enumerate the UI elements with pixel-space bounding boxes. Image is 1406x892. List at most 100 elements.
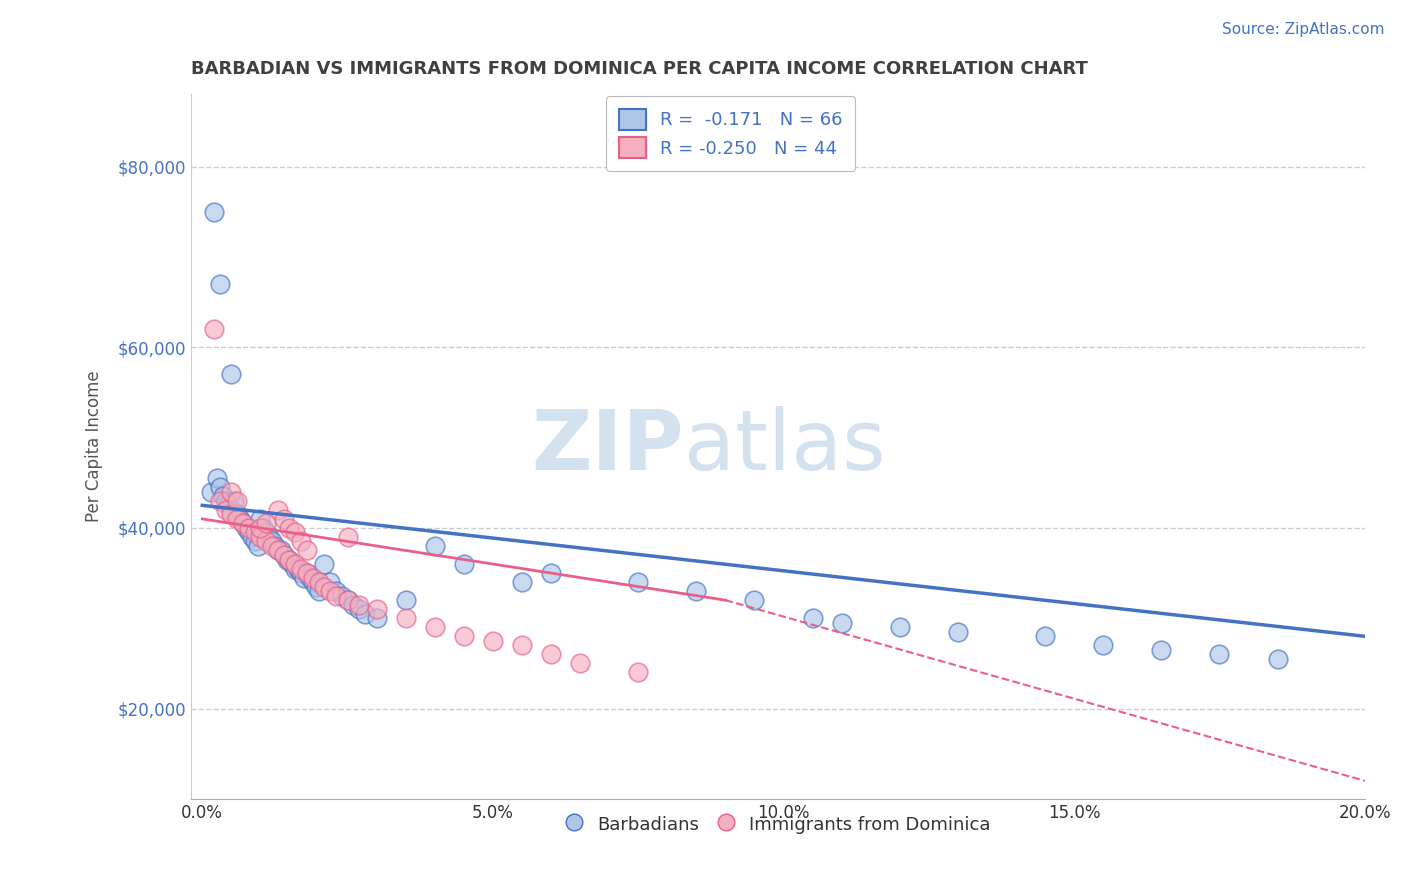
Point — [246, 539, 269, 553]
Point — [240, 530, 263, 544]
Point — [627, 575, 650, 590]
Point — [831, 615, 853, 630]
Point — [395, 593, 418, 607]
Point — [273, 512, 295, 526]
Point — [569, 657, 592, 671]
Point — [208, 493, 231, 508]
Point — [232, 516, 254, 531]
Point — [295, 566, 318, 580]
Point — [243, 534, 266, 549]
Point — [347, 602, 370, 616]
Point — [453, 557, 475, 571]
Point — [540, 648, 562, 662]
Point — [744, 593, 766, 607]
Point — [260, 539, 283, 553]
Point — [211, 489, 233, 503]
Point — [217, 499, 239, 513]
Point — [336, 593, 359, 607]
Point — [342, 598, 364, 612]
Point — [202, 204, 225, 219]
Point — [260, 534, 283, 549]
Point — [273, 548, 295, 562]
Point — [510, 575, 533, 590]
Point — [292, 571, 315, 585]
Point — [308, 575, 330, 590]
Text: Source: ZipAtlas.com: Source: ZipAtlas.com — [1222, 22, 1385, 37]
Point — [278, 552, 301, 566]
Text: BARBADIAN VS IMMIGRANTS FROM DOMINICA PER CAPITA INCOME CORRELATION CHART: BARBADIAN VS IMMIGRANTS FROM DOMINICA PE… — [191, 60, 1088, 78]
Point — [232, 516, 254, 531]
Point — [946, 624, 969, 639]
Point — [301, 571, 323, 585]
Point — [270, 543, 292, 558]
Y-axis label: Per Capita Income: Per Capita Income — [86, 371, 103, 523]
Point — [208, 480, 231, 494]
Point — [221, 368, 243, 382]
Text: atlas: atlas — [683, 406, 886, 487]
Point — [202, 322, 225, 336]
Point — [229, 512, 252, 526]
Point — [889, 620, 911, 634]
Point — [301, 575, 323, 590]
Text: ZIP: ZIP — [531, 406, 683, 487]
Point — [336, 593, 359, 607]
Point — [325, 589, 347, 603]
Point — [325, 584, 347, 599]
Point — [423, 620, 446, 634]
Point — [298, 571, 321, 585]
Point — [1208, 648, 1230, 662]
Point — [221, 484, 243, 499]
Point — [295, 566, 318, 580]
Point — [200, 484, 222, 499]
Point — [267, 543, 290, 558]
Point — [1092, 638, 1115, 652]
Point — [226, 512, 249, 526]
Point — [336, 530, 359, 544]
Point — [295, 543, 318, 558]
Point — [319, 584, 342, 599]
Point — [278, 521, 301, 535]
Point — [354, 607, 377, 621]
Point — [221, 503, 243, 517]
Point — [287, 561, 309, 575]
Point — [1033, 629, 1056, 643]
Point — [254, 516, 277, 531]
Legend: Barbadians, Immigrants from Dominica: Barbadians, Immigrants from Dominica — [555, 806, 1000, 843]
Point — [278, 552, 301, 566]
Point — [249, 512, 271, 526]
Point — [281, 557, 304, 571]
Point — [1150, 643, 1173, 657]
Point — [510, 638, 533, 652]
Point — [214, 503, 236, 517]
Point — [290, 534, 312, 549]
Point — [252, 521, 274, 535]
Point — [314, 557, 336, 571]
Point — [276, 552, 298, 566]
Point — [540, 566, 562, 580]
Point — [284, 525, 307, 540]
Point — [264, 539, 287, 553]
Point — [254, 525, 277, 540]
Point — [214, 493, 236, 508]
Point — [366, 611, 388, 625]
Point — [627, 665, 650, 680]
Point — [308, 584, 330, 599]
Point — [257, 530, 280, 544]
Point — [1267, 652, 1289, 666]
Point — [290, 566, 312, 580]
Point — [319, 575, 342, 590]
Point — [366, 602, 388, 616]
Point — [224, 493, 246, 508]
Point — [347, 598, 370, 612]
Point — [254, 534, 277, 549]
Point — [330, 589, 353, 603]
Point — [423, 539, 446, 553]
Point — [221, 508, 243, 522]
Point — [243, 525, 266, 540]
Point — [284, 561, 307, 575]
Point — [290, 561, 312, 575]
Point — [226, 493, 249, 508]
Point — [453, 629, 475, 643]
Point — [267, 503, 290, 517]
Point — [801, 611, 824, 625]
